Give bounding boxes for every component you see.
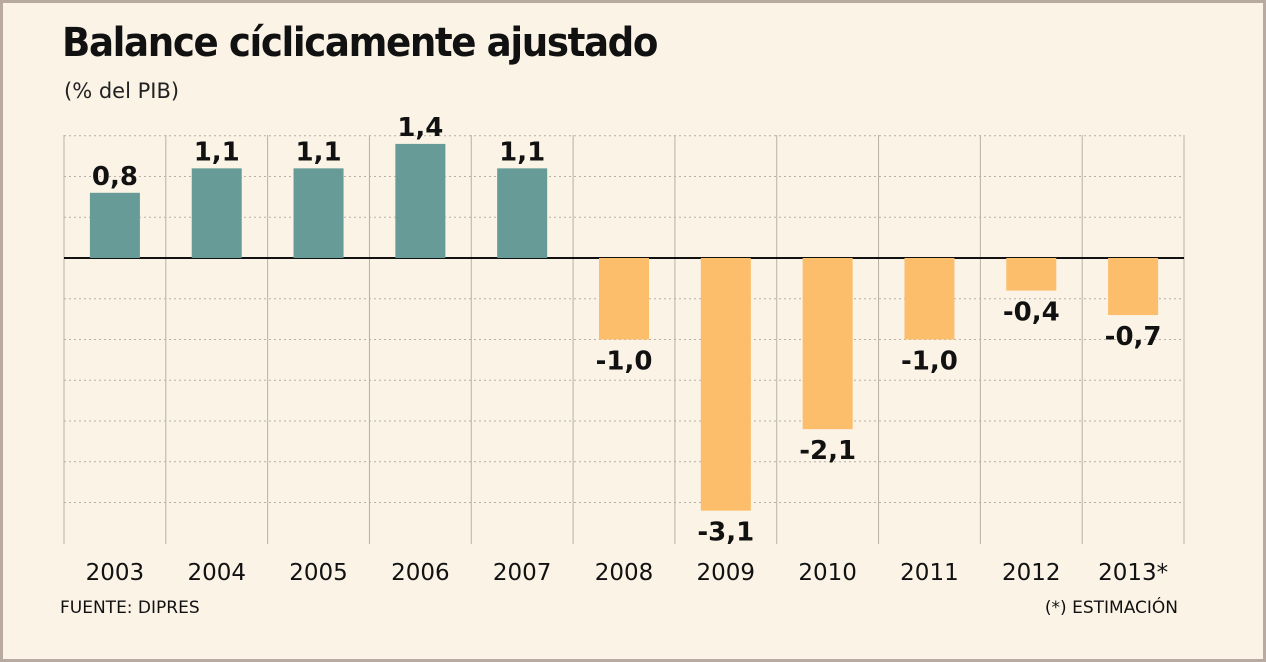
x-tick-label-2007: 2007 xyxy=(493,560,552,586)
bar-2011 xyxy=(904,258,955,340)
x-tick-label-2012: 2012 xyxy=(1002,560,1061,586)
bar-2012 xyxy=(1006,258,1057,291)
data-label-2007: 1,1 xyxy=(499,137,545,167)
chart-subtitle: (% del PIB) xyxy=(64,79,180,103)
x-tick-label-2013: 2013* xyxy=(1098,560,1168,586)
data-label-2013: -0,7 xyxy=(1105,322,1162,352)
bar-2003 xyxy=(89,192,140,258)
x-tick-label-2005: 2005 xyxy=(289,560,348,586)
data-label-2012: -0,4 xyxy=(1003,298,1060,328)
data-label-2011: -1,0 xyxy=(901,347,958,377)
data-label-2010: -2,1 xyxy=(799,436,856,466)
data-label-2009: -3,1 xyxy=(697,518,754,548)
bar-2010 xyxy=(802,258,853,430)
bar-2007 xyxy=(497,168,548,258)
label-layer: 0,8 1,1 1,1 1,4 1,1 -1,0 -3,1 -2,1 -1,0 -0,4 -0,7 xyxy=(92,113,1162,548)
chart-title: Balance cíclicamente ajustado xyxy=(62,20,658,66)
bar-2004 xyxy=(191,168,242,258)
x-tick-label-2004: 2004 xyxy=(187,560,246,586)
bar-2008 xyxy=(599,258,649,340)
x-tick-label-2006: 2006 xyxy=(391,560,450,586)
tick-layer: 2003 2004 2005 2006 2007 2008 2009 2010 2011 2012… xyxy=(86,560,1168,586)
x-tick-label-2008: 2008 xyxy=(595,560,654,586)
bar-layer xyxy=(89,143,1159,511)
data-label-2003: 0,8 xyxy=(92,162,138,192)
data-label-2004: 1,1 xyxy=(194,137,240,167)
source-note: FUENTE: DIPRES xyxy=(60,598,200,618)
x-tick-label-2009: 2009 xyxy=(697,560,756,586)
bar-2009 xyxy=(700,258,751,511)
bar-2013 xyxy=(1108,258,1159,316)
bar-2005 xyxy=(293,168,344,258)
x-tick-label-2011: 2011 xyxy=(900,560,959,586)
estimate-note: (*) ESTIMACIÓN xyxy=(1044,598,1178,618)
bar-2006 xyxy=(395,143,446,258)
x-tick-label-2003: 2003 xyxy=(86,560,145,586)
data-label-2008: -1,0 xyxy=(596,347,653,377)
data-label-2006: 1,4 xyxy=(397,113,443,143)
data-label-2005: 1,1 xyxy=(296,137,342,167)
x-tick-label-2010: 2010 xyxy=(798,560,857,586)
